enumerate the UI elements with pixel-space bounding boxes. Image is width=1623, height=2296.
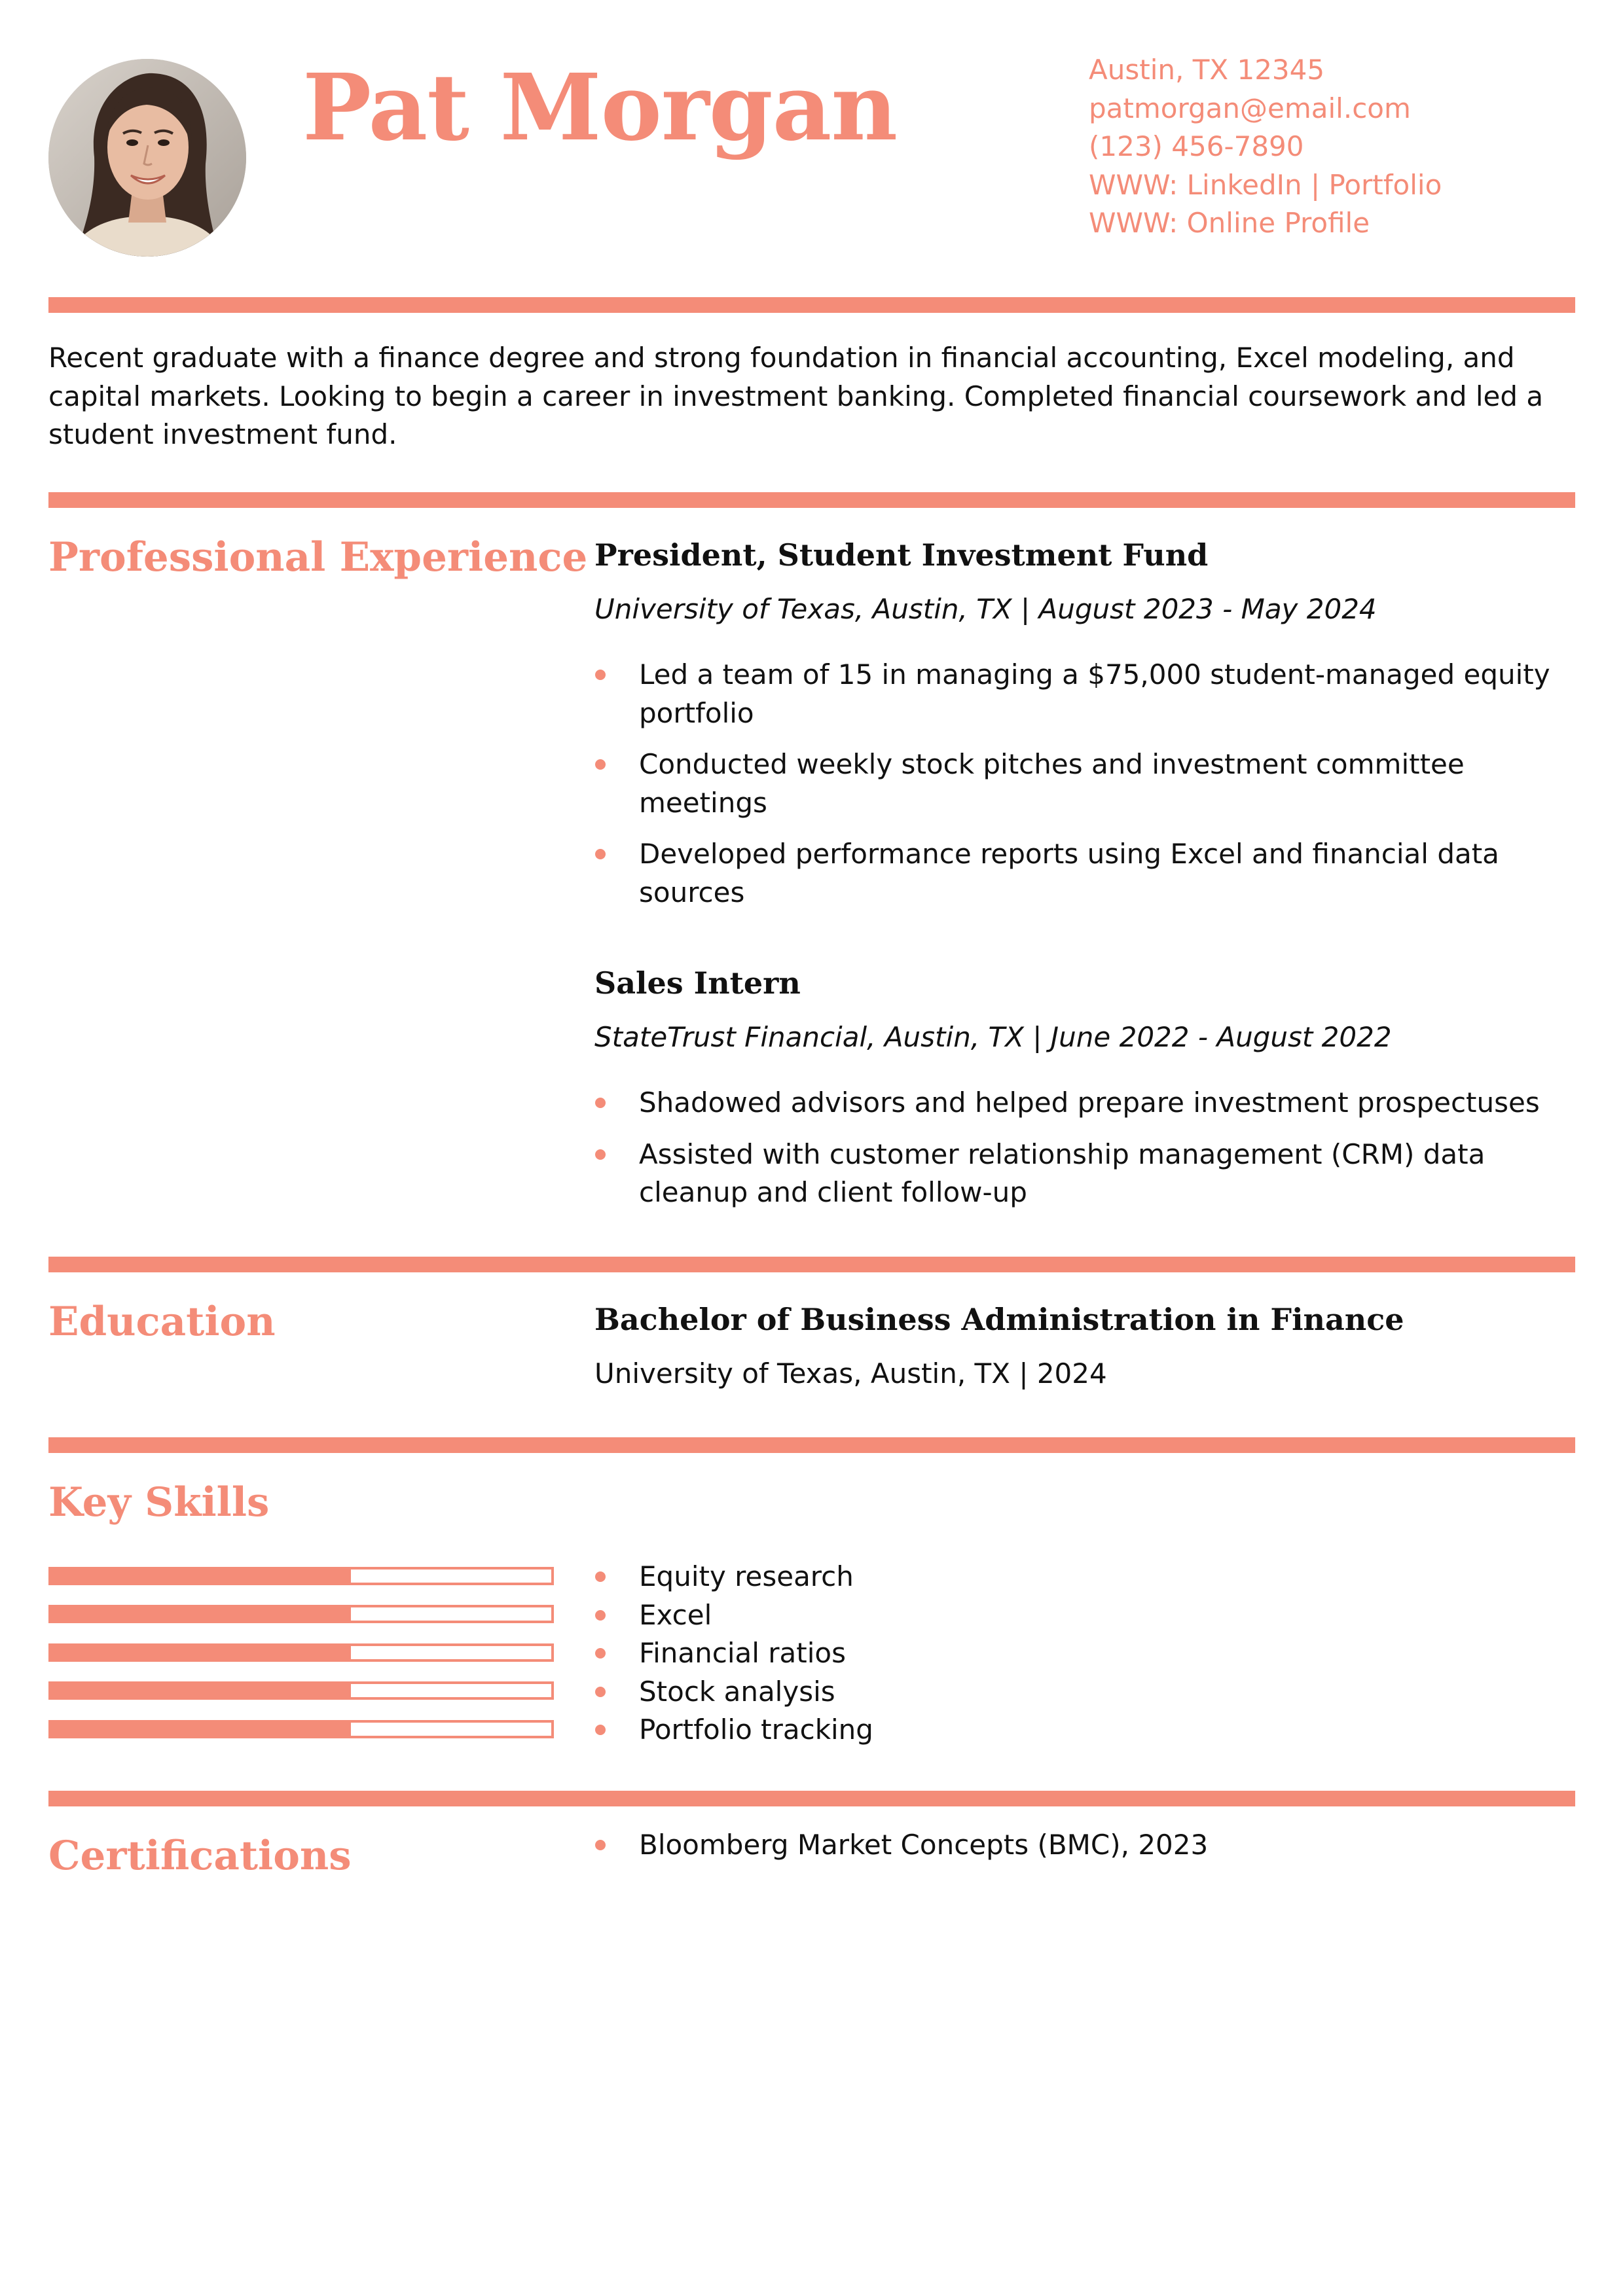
skill-level-bar <box>48 1681 554 1700</box>
list-item: Conducted weekly stock pitches and inves… <box>594 745 1575 822</box>
job-org: University of Texas <box>594 593 855 625</box>
skill-label: Financial ratios <box>639 1637 846 1669</box>
bullet-text: Assisted with customer relationship mana… <box>639 1138 1486 1209</box>
skills-list: Equity research Excel Financial ratios S… <box>594 1558 1575 1749</box>
education-school: University of Texas, Austin, TX | 2024 <box>594 1357 1107 1390</box>
list-item: Bloomberg Market Concepts (BMC), 2023 <box>594 1826 1575 1865</box>
certifications-bullets: Bloomberg Market Concepts (BMC), 2023 <box>594 1826 1575 1865</box>
divider <box>48 1791 1575 1806</box>
skills-bullets: Equity research Excel Financial ratios S… <box>594 1558 1575 1749</box>
experience-entry: President, Student Investment Fund Unive… <box>594 535 1575 912</box>
list-item: Developed performance reports using Exce… <box>594 835 1575 912</box>
skill-label: Stock analysis <box>639 1675 835 1708</box>
summary: Recent graduate with a finance degree an… <box>48 342 1544 450</box>
divider <box>48 1437 1575 1453</box>
job-meta: StateTrust Financial, Austin, TX | June … <box>594 1018 1575 1056</box>
profile-photo <box>48 59 246 257</box>
skill-label: Equity research <box>639 1560 854 1592</box>
job-org: StateTrust Financial <box>594 1021 867 1053</box>
bullet-dot-icon <box>595 1686 606 1697</box>
bullet-text: Shadowed advisors and helped prepare inv… <box>639 1086 1540 1119</box>
contact-phone: (123) 456-7890 <box>1089 130 1304 162</box>
bullet-dot-icon <box>595 1149 606 1160</box>
bullet-text: Led a team of 15 in managing a $75,000 s… <box>639 658 1550 729</box>
job-details: , Austin, TX | June 2022 - August 2022 <box>867 1021 1392 1053</box>
bullet-dot-icon <box>595 1840 606 1850</box>
job-title: President, Student Investment Fund <box>594 537 1209 573</box>
list-item: Assisted with customer relationship mana… <box>594 1136 1575 1212</box>
list-item: Excel <box>594 1596 1575 1635</box>
bullet-dot-icon <box>595 849 606 859</box>
bullet-dot-icon <box>595 1609 606 1621</box>
certification-text: Bloomberg Market Concepts (BMC), 2023 <box>639 1829 1209 1861</box>
skill-level-fill <box>51 1646 352 1659</box>
section-title-experience: Professional Experience <box>48 534 588 581</box>
divider <box>48 492 1575 508</box>
bullet-dot-icon <box>595 670 606 680</box>
contact-email[interactable]: patmorgan@email.com <box>1089 92 1411 124</box>
contact-block: Austin, TX 12345 patmorgan@email.com (12… <box>1089 51 1442 243</box>
education-entry: Bachelor of Business Administration in F… <box>594 1300 1575 1393</box>
profile-photo-image <box>48 59 246 257</box>
bullet-dot-icon <box>595 1571 606 1582</box>
section-title-skills: Key Skills <box>48 1479 270 1526</box>
skill-level-bar <box>48 1605 554 1623</box>
job-bullets: Led a team of 15 in managing a $75,000 s… <box>594 656 1575 912</box>
bullet-dot-icon <box>595 759 606 770</box>
skill-level-bar <box>48 1643 554 1662</box>
divider <box>48 1257 1575 1272</box>
list-item: Portfolio tracking <box>594 1711 1575 1749</box>
job-details: , Austin, TX | August 2023 - May 2024 <box>854 593 1377 625</box>
contact-address: Austin, TX 12345 <box>1089 54 1325 86</box>
bullet-dot-icon <box>595 1098 606 1108</box>
bullet-text: Conducted weekly stock pitches and inves… <box>639 748 1465 819</box>
skill-label: Excel <box>639 1598 712 1631</box>
skill-level-bar <box>48 1720 554 1738</box>
job-bullets: Shadowed advisors and helped prepare inv… <box>594 1084 1575 1212</box>
section-title-education: Education <box>48 1299 276 1345</box>
section-title-certifications: Certifications <box>48 1833 352 1879</box>
skill-level-fill <box>51 1570 352 1583</box>
bullet-dot-icon <box>595 1648 606 1659</box>
candidate-name: Pat Morgan <box>302 54 898 162</box>
list-item: Financial ratios <box>594 1634 1575 1673</box>
skill-level-fill <box>51 1607 352 1621</box>
list-item: Stock analysis <box>594 1673 1575 1712</box>
job-title: Sales Intern <box>594 965 801 1001</box>
list-item: Equity research <box>594 1558 1575 1596</box>
bullet-dot-icon <box>595 1725 606 1735</box>
skill-level-bar <box>48 1567 554 1585</box>
contact-links[interactable]: WWW: LinkedIn | Portfolio <box>1089 168 1442 201</box>
degree-title: Bachelor of Business Administration in F… <box>594 1302 1404 1337</box>
skill-level-fill <box>51 1684 352 1697</box>
certifications-list: Bloomberg Market Concepts (BMC), 2023 <box>594 1826 1575 1865</box>
list-item: Shadowed advisors and helped prepare inv… <box>594 1084 1575 1122</box>
experience-entry: Sales Intern StateTrust Financial, Austi… <box>594 963 1575 1212</box>
contact-profile[interactable]: WWW: Online Profile <box>1089 207 1370 239</box>
skill-label: Portfolio tracking <box>639 1713 873 1746</box>
job-meta: University of Texas, Austin, TX | August… <box>594 590 1575 628</box>
list-item: Led a team of 15 in managing a $75,000 s… <box>594 656 1575 732</box>
divider <box>48 297 1575 313</box>
skill-level-fill <box>51 1723 352 1736</box>
bullet-text: Developed performance reports using Exce… <box>639 838 1499 908</box>
